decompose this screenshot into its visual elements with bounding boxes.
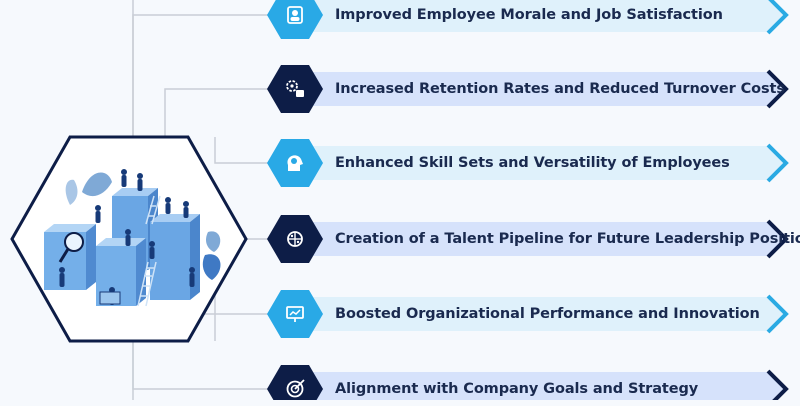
chevron-right-icon (766, 0, 789, 35)
chevron-right-icon (766, 143, 789, 183)
benefit-row (267, 290, 789, 338)
chevron-right-icon (766, 219, 789, 259)
benefit-label: Creation of a Talent Pipeline for Future… (335, 231, 800, 247)
team-building-blocks-illustration (44, 169, 221, 307)
hexagon-badge (267, 365, 323, 400)
employee-badge-icon (287, 6, 303, 24)
benefit-label: Boosted Organizational Performance and I… (335, 306, 760, 322)
benefit-label: Increased Retention Rates and Reduced Tu… (335, 81, 785, 97)
benefit-band (292, 297, 784, 331)
benefit-label: Alignment with Company Goals and Strateg… (335, 381, 699, 397)
hub-hexagon (10, 135, 248, 343)
chevron-right-icon (766, 369, 789, 400)
connector-line (164, 88, 268, 137)
brain-network-icon (287, 231, 303, 247)
benefit-row (267, 65, 789, 113)
benefit-band (292, 146, 784, 180)
benefit-row (267, 139, 789, 187)
benefit-row (267, 0, 789, 39)
head-lightbulb-icon (287, 155, 303, 171)
connector-line (132, 14, 268, 137)
hexagon-badge (267, 65, 323, 113)
benefit-band (292, 222, 784, 256)
benefit-label: Improved Employee Morale and Job Satisfa… (335, 7, 723, 23)
chevron-right-icon (766, 69, 789, 109)
benefit-row (267, 365, 789, 400)
benefit-band (292, 372, 784, 400)
benefit-bands (267, 0, 789, 400)
connector-line (214, 137, 268, 164)
benefit-row (267, 215, 789, 263)
benefit-label: Enhanced Skill Sets and Versatility of E… (335, 155, 730, 171)
retention-gear-icon (286, 80, 304, 97)
target-arrow-icon (286, 379, 305, 398)
benefit-band (292, 72, 784, 106)
benefit-band (292, 0, 784, 32)
connector-line (132, 341, 268, 390)
presentation-board-icon (286, 306, 304, 322)
chevron-right-icon (766, 294, 789, 334)
